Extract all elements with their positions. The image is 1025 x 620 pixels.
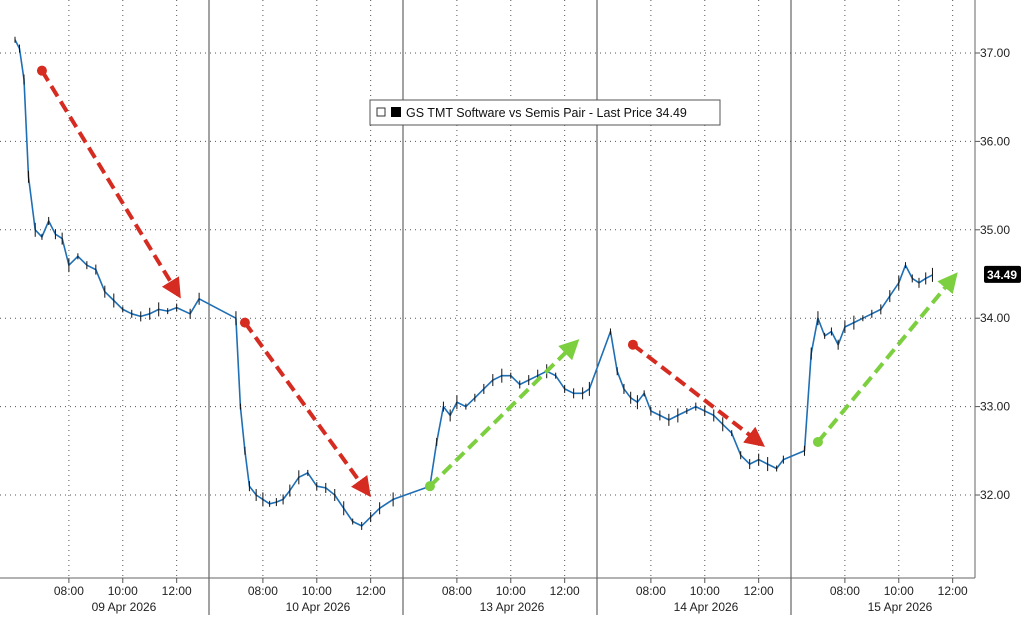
legend-swatch [391,107,401,117]
annotation-layer [36,65,958,498]
y-tick-label: 35.00 [980,223,1010,237]
last-price-label: 34.49 [987,268,1017,282]
x-date-label: 09 Apr 2026 [92,600,157,614]
x-tick-label: 08:00 [830,584,860,598]
y-tick-labels: 32.00 33.00 34.00 35.00 36.00 37.00 [975,46,1010,502]
x-tick-label: 08:00 [636,584,666,598]
x-tick-label: 10:00 [108,584,138,598]
trend-arrow [631,343,765,447]
x-tick-label: 12:00 [744,584,774,598]
x-tick-labels: 08:00 10:00 12:00 09 Apr 2026 08:00 10:00 12:0… [54,578,968,614]
axes [0,0,976,579]
trend-arrow-start [627,339,638,350]
trend-arrow-start [36,65,47,76]
y-tick-label: 33.00 [980,400,1010,414]
trend-arrow-start [812,436,823,447]
x-tick-label: 10:00 [302,584,332,598]
x-tick-label: 10:00 [690,584,720,598]
grid [0,0,975,578]
y-tick-label: 36.00 [980,134,1010,148]
trend-arrow [40,69,181,299]
day-separators [208,0,792,615]
legend: GS TMT Software vs Semis Pair - Last Pri… [369,99,721,126]
x-date-label: 10 Apr 2026 [286,600,351,614]
x-date-label: 14 Apr 2026 [674,600,739,614]
y-tick-label: 32.00 [980,488,1010,502]
trend-arrow [243,321,371,498]
trend-arrow-start [239,317,250,328]
x-tick-label: 08:00 [248,584,278,598]
x-tick-label: 10:00 [496,584,526,598]
trend-arrow-start [424,481,435,492]
last-price-tag: 34.49 [984,265,1021,283]
y-tick-label: 34.00 [980,311,1010,325]
legend-box [369,99,721,126]
x-tick-label: 08:00 [54,584,84,598]
y-tick-label: 37.00 [980,46,1010,60]
x-tick-label: 12:00 [550,584,580,598]
legend-label: GS TMT Software vs Semis Pair - Last Pri… [406,106,687,120]
series-layer [14,36,933,530]
x-tick-label: 10:00 [884,584,914,598]
x-tick-label: 12:00 [938,584,968,598]
trend-arrow [428,339,580,488]
x-tick-label: 08:00 [442,584,472,598]
x-date-label: 15 Apr 2026 [868,600,933,614]
legend-toggle-icon[interactable] [376,107,386,117]
last-price-box [984,265,1021,283]
x-tick-label: 12:00 [162,584,192,598]
x-date-label: 13 Apr 2026 [480,600,545,614]
x-tick-label: 12:00 [356,584,386,598]
